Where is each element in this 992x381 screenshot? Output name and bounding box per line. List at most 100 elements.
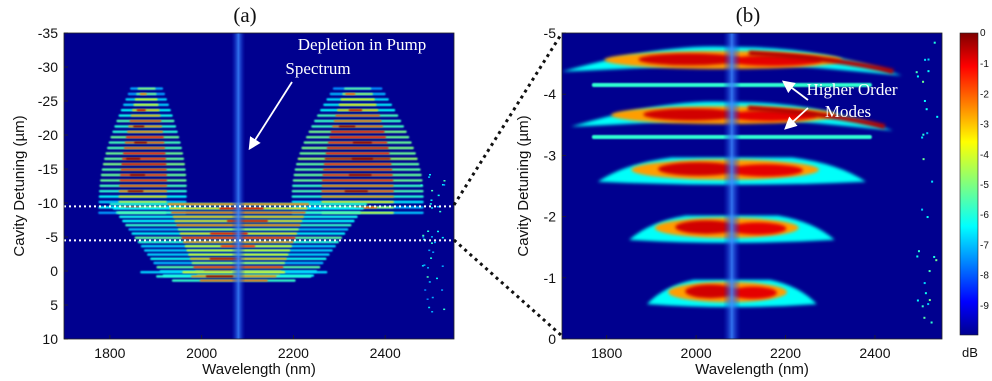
mode-band-core: [675, 220, 738, 234]
comb-hotspot: [344, 190, 368, 193]
y-tick-label: 0: [548, 331, 556, 347]
comb-line-core: [329, 136, 387, 139]
noise-speck: [437, 230, 440, 233]
noise-speck: [427, 267, 430, 269]
noise-speck: [925, 108, 928, 111]
comb-line-core: [122, 152, 166, 155]
noise-speck: [935, 259, 938, 262]
x-tick-label: 2000: [681, 345, 712, 361]
noise-speck: [429, 203, 432, 205]
noise-speck: [443, 184, 446, 186]
noise-speck: [424, 289, 427, 291]
panel-b-annotation-arrow-2: [784, 107, 809, 130]
noise-speck: [927, 70, 930, 73]
noise-speck: [434, 241, 437, 244]
comb-hotspot: [210, 232, 248, 235]
panel-a-annotation-line1: Depletion in Pump: [298, 35, 426, 54]
noise-speck: [921, 136, 924, 139]
comb-hotspot: [134, 141, 147, 144]
panel-b: (b) 1800 2000 2200 2400 -5 -4 -3 -2 -1 0 Waveleng…: [515, 3, 943, 378]
comb-hotspot: [133, 125, 145, 128]
comb-hotspot: [126, 157, 141, 160]
x-tick-label: 1800: [94, 345, 125, 361]
noise-speck: [431, 189, 434, 192]
colorbar-unit: dB: [962, 345, 978, 360]
comb-hotspot: [352, 141, 372, 144]
mode-band-core: [643, 108, 740, 121]
y-tick-label: -4: [544, 86, 557, 102]
noise-speck: [916, 299, 919, 302]
panel-b-ylabel: Cavity Detuning (µm): [515, 115, 532, 256]
panel-b-ticks: 1800 2000 2200 2400 -5 -4 -3 -2 -1 0: [544, 25, 891, 361]
noise-speck: [927, 58, 930, 61]
y-tick-label: -5: [46, 229, 59, 245]
noise-speck: [439, 210, 442, 213]
noise-speck: [922, 133, 925, 136]
noise-speck: [923, 99, 926, 102]
noise-speck: [430, 199, 433, 201]
colorbar-tick-label: -5: [980, 180, 989, 191]
x-tick-label: 2400: [859, 345, 890, 361]
noise-speck: [430, 236, 433, 238]
noise-speck: [432, 251, 435, 253]
noise-speck: [930, 321, 933, 324]
comb-line-core: [321, 195, 394, 198]
comb-line-core: [333, 120, 382, 122]
mode-band-core: [638, 53, 741, 66]
comb-line-core: [321, 184, 394, 187]
comb-line-core: [120, 168, 167, 171]
comb-hotspot: [227, 220, 268, 222]
y-tick-label: -2: [544, 209, 557, 225]
noise-speck: [427, 230, 430, 233]
noise-speck: [924, 292, 927, 295]
colorbar-tick-label: -1: [980, 59, 989, 70]
colorbar-gradient: [959, 32, 979, 336]
noise-speck: [936, 115, 939, 118]
noise-speck: [917, 250, 920, 253]
noise-speck: [928, 270, 931, 273]
comb-hotspot: [127, 190, 144, 193]
noise-speck: [921, 208, 924, 211]
noise-speck: [923, 282, 926, 285]
noise-speck: [933, 255, 936, 258]
y-tick-label: -5: [544, 25, 557, 41]
panel-a-ylabel: Cavity Detuning (µm): [11, 115, 28, 256]
panel-b-annotation-line2: Modes: [825, 102, 871, 121]
noise-speck: [431, 296, 434, 299]
y-tick-label: -10: [38, 195, 58, 211]
colorbar-top-label: 0: [980, 28, 986, 39]
colorbar-tick-label: -6: [980, 210, 989, 221]
comb-hotspot: [338, 125, 356, 128]
comb-line-core: [326, 147, 389, 149]
noise-speck: [428, 281, 431, 283]
y-tick-label: -30: [38, 59, 58, 75]
comb-line-core: [321, 179, 394, 182]
y-tick-label: -20: [38, 127, 58, 143]
comb-hotspot: [130, 174, 146, 176]
comb-line-core: [323, 168, 393, 171]
comb-line-core: [121, 163, 167, 166]
x-tick-label: 2200: [278, 345, 309, 361]
comb-line-core: [340, 98, 375, 101]
comb-line-core: [118, 201, 167, 203]
panel-b-heatmap: [562, 33, 939, 339]
noise-speck: [441, 183, 444, 186]
noise-speck: [443, 180, 446, 182]
noise-speck: [927, 303, 930, 306]
y-tick-label: 0: [50, 263, 58, 279]
colorbar-ticks: -1 -2 -3 -4 -5 -6 -7 -8 -9: [980, 59, 989, 312]
x-tick-label: 1800: [591, 345, 622, 361]
noise-speck: [428, 249, 431, 252]
x-tick-label: 2200: [770, 345, 801, 361]
noise-speck: [441, 236, 444, 239]
noise-speck: [436, 277, 439, 280]
comb-line-core: [129, 120, 162, 122]
zoom-connector-bottom: [453, 238, 563, 338]
comb-hotspot: [136, 109, 146, 112]
pump-line: [231, 33, 246, 339]
x-tick-label: 2000: [186, 345, 217, 361]
noise-speck: [421, 265, 424, 267]
comb-line-core: [130, 114, 161, 117]
panel-a-frame: [63, 32, 455, 340]
y-tick-label: 10: [42, 331, 58, 347]
